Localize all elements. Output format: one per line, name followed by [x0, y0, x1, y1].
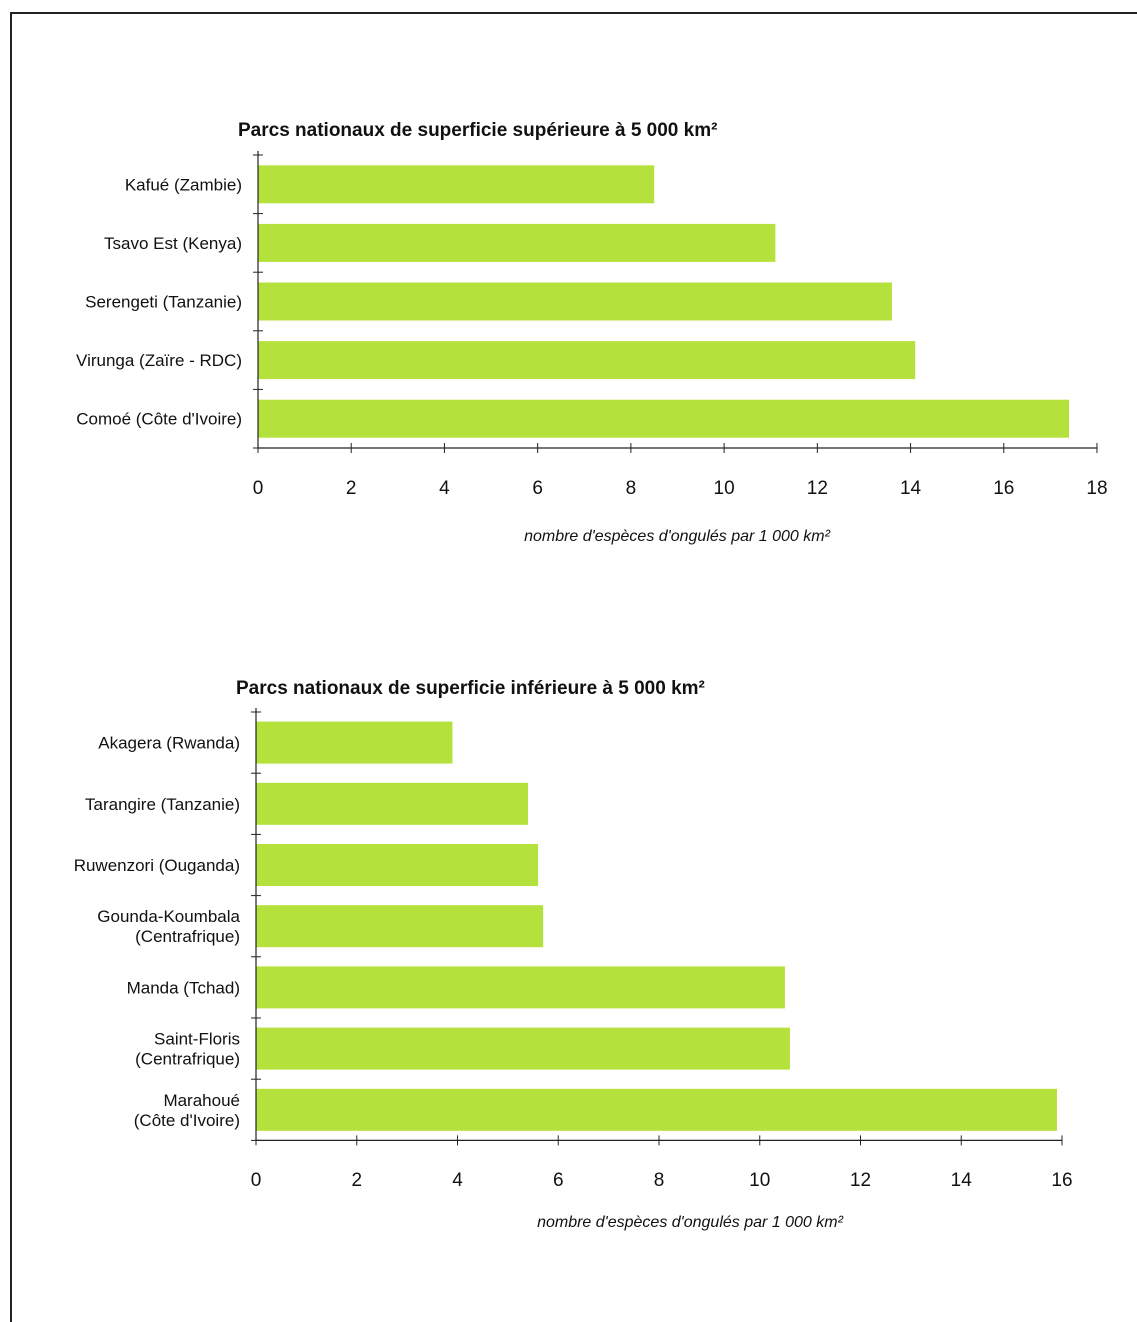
x-tick-label: 12 [807, 478, 828, 499]
x-tick-label: 4 [452, 1170, 463, 1191]
bar [256, 1088, 1057, 1131]
category-label: Saint-Floris (Centrafrique) [135, 1030, 240, 1069]
x-tick-label: 4 [439, 478, 450, 499]
x-tick-label: 0 [253, 478, 264, 499]
bar [258, 341, 916, 380]
category-label: Serengeti (Tanzanie) [85, 293, 242, 312]
figure-frame [10, 12, 1137, 1322]
category-label: Marahoué (Côte d'Ivoire) [134, 1091, 240, 1130]
category-label: Tarangire (Tanzanie) [85, 795, 240, 814]
x-tick-label: 6 [553, 1170, 564, 1191]
x-tick-label: 14 [900, 478, 922, 499]
chart-title: Parcs nationaux de superficie supérieure… [238, 120, 717, 141]
category-label: Akagera (Rwanda) [98, 734, 240, 753]
bar [258, 165, 655, 204]
bar [256, 1027, 790, 1070]
bar [256, 721, 453, 764]
x-tick-label: 8 [654, 1170, 665, 1191]
x-tick-label: 12 [850, 1170, 871, 1191]
x-tick-label: 8 [626, 478, 637, 499]
chart-2: Parcs nationaux de superficie inférieure… [74, 678, 1073, 1231]
category-label: Gounda-Koumbala (Centrafrique) [97, 907, 240, 946]
x-tick-label: 16 [993, 478, 1014, 499]
category-label: Tsavo Est (Kenya) [104, 234, 242, 253]
bar [256, 966, 785, 1009]
x-tick-label: 0 [251, 1170, 262, 1191]
x-tick-label: 18 [1086, 478, 1107, 499]
category-label: Manda (Tchad) [127, 978, 240, 997]
bar [256, 844, 539, 886]
bar [258, 223, 776, 262]
bar [258, 399, 1070, 438]
bar [258, 282, 892, 321]
category-label: Comoé (Côte d'Ivoire) [76, 410, 242, 429]
chart-1: Parcs nationaux de superficie supérieure… [76, 120, 1108, 545]
bar [256, 782, 529, 825]
x-axis-label: nombre d'espèces d'ongulés par 1 000 km² [524, 528, 831, 545]
x-tick-label: 16 [1051, 1170, 1072, 1191]
category-label: Kafué (Zambie) [125, 175, 242, 194]
x-tick-label: 6 [532, 478, 543, 499]
x-tick-label: 14 [951, 1170, 973, 1191]
x-tick-label: 2 [351, 1170, 362, 1191]
category-label: Virunga (Zaïre - RDC) [76, 351, 242, 370]
x-tick-label: 10 [749, 1170, 770, 1191]
x-tick-label: 2 [346, 478, 357, 499]
chart-title: Parcs nationaux de superficie inférieure… [236, 678, 705, 699]
x-tick-label: 10 [714, 478, 735, 499]
bar [256, 905, 544, 948]
x-axis-label: nombre d'espèces d'ongulés par 1 000 km² [537, 1214, 844, 1231]
category-label: Ruwenzori (Ouganda) [74, 856, 240, 875]
